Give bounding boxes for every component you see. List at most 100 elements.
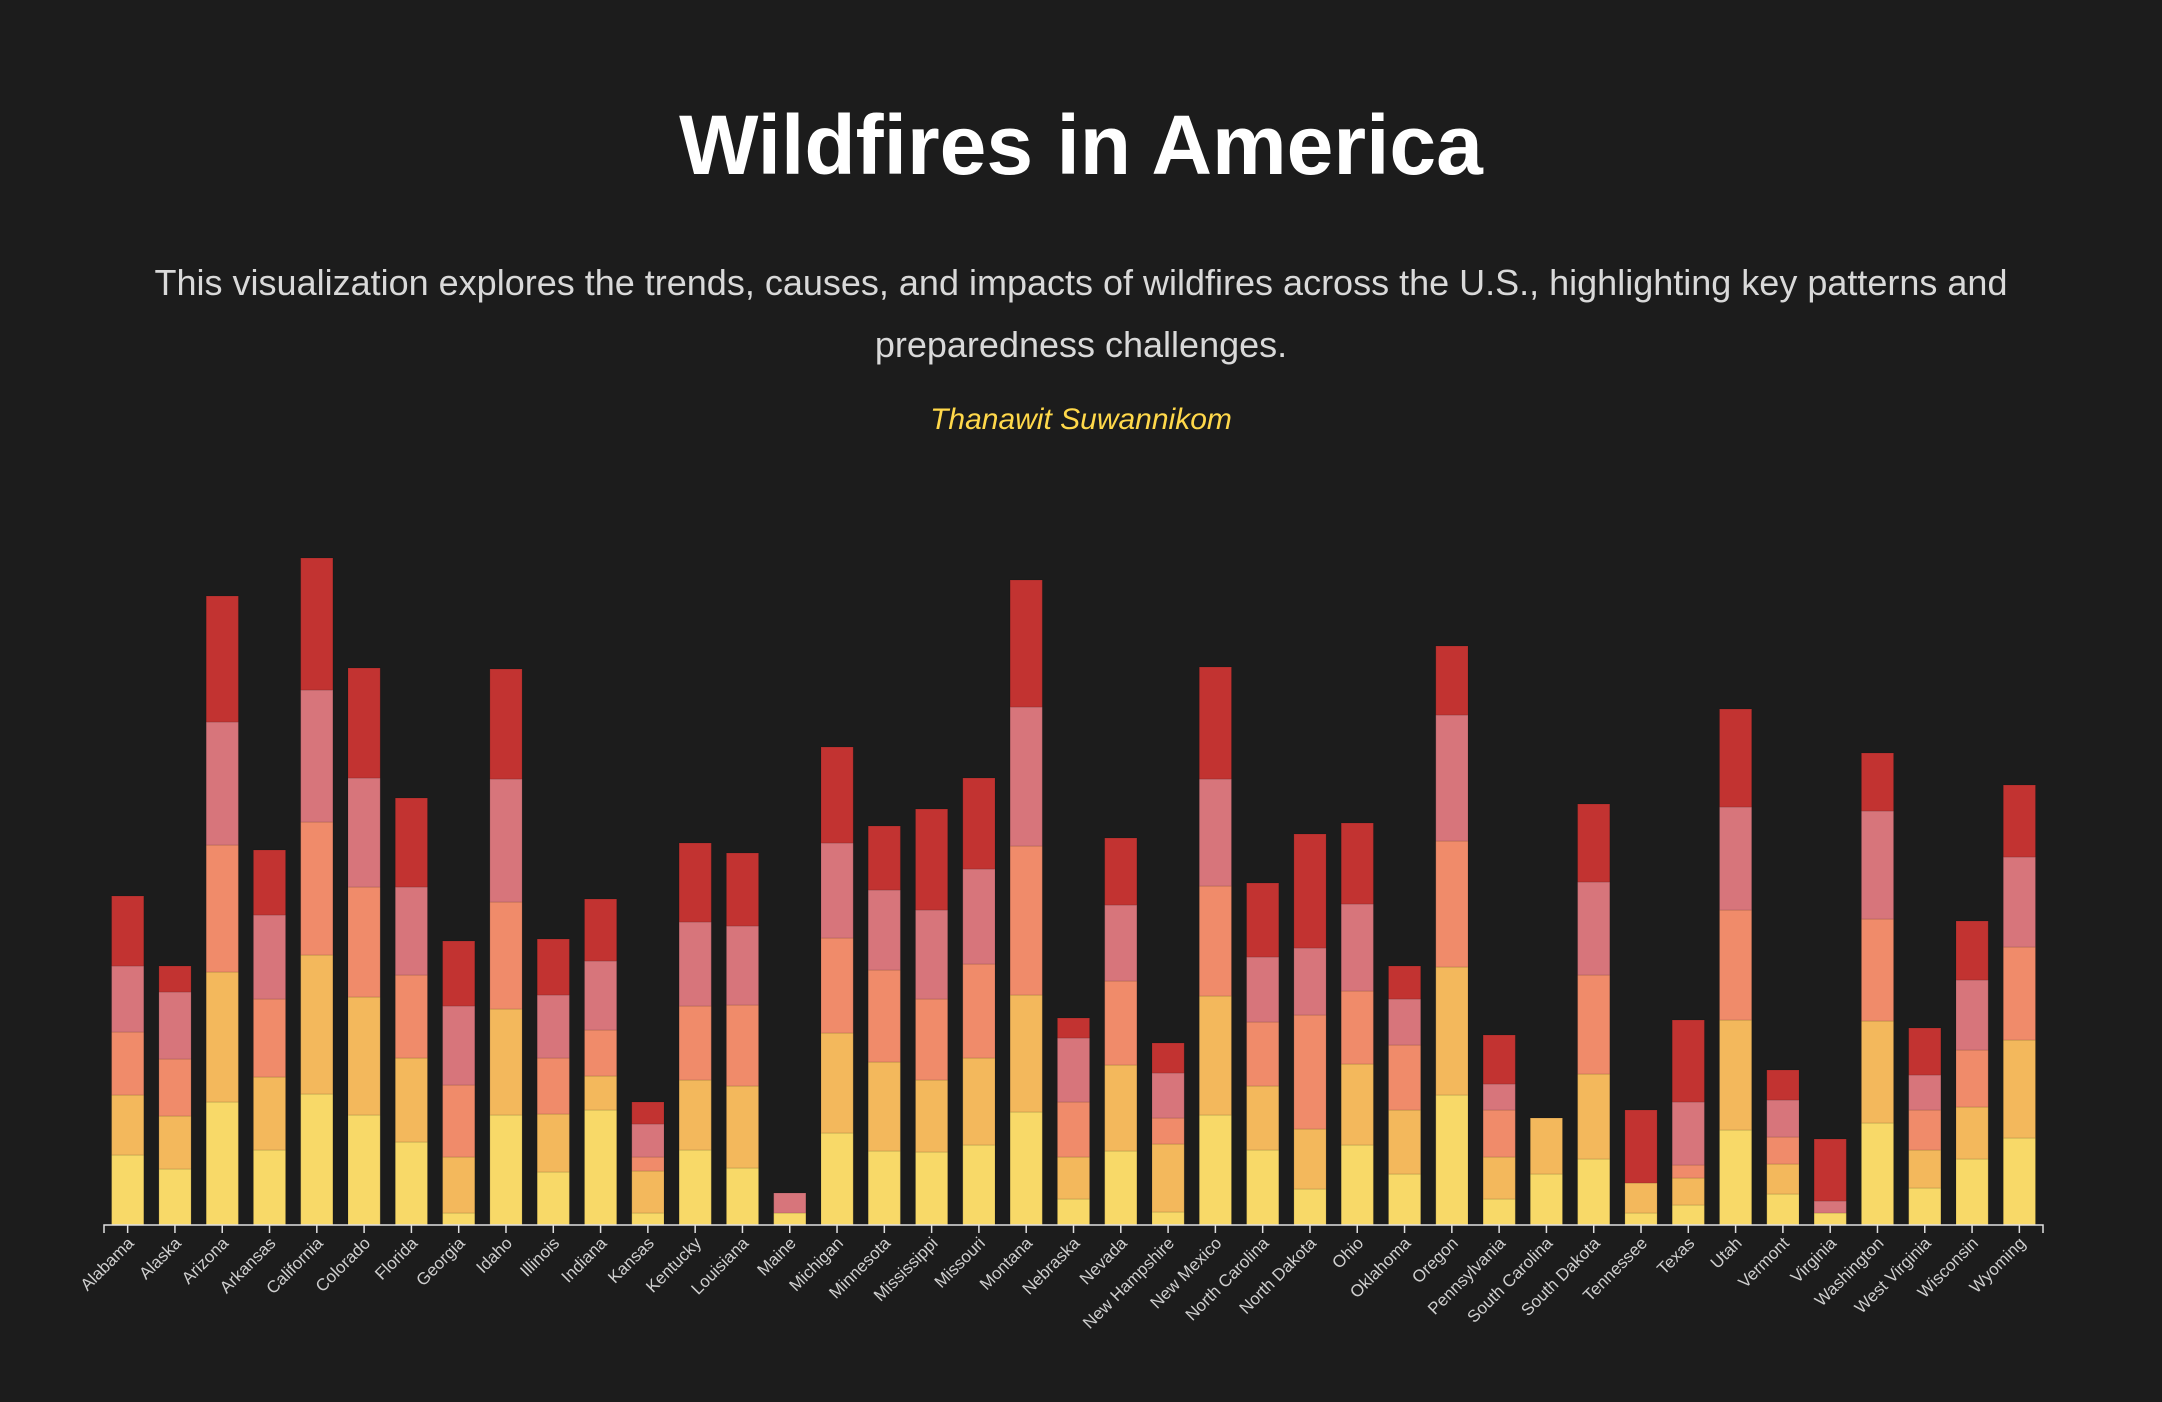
bar-segment-alabama-1[interactable]: [111, 1154, 145, 1226]
bar-segment-minnesota-2[interactable]: [867, 1061, 901, 1152]
bar-segment-california-2[interactable]: [300, 954, 334, 1095]
bar-segment-colorado-4[interactable]: [347, 777, 381, 888]
bar-segment-kentucky-4[interactable]: [678, 921, 712, 1007]
bar-segment-alaska-5[interactable]: [158, 965, 192, 993]
bar-segment-oklahoma-2[interactable]: [1388, 1109, 1422, 1175]
bar-segment-georgia-5[interactable]: [442, 940, 476, 1007]
bar-segment-north-carolina-1[interactable]: [1246, 1149, 1280, 1226]
bar-segment-south-carolina-2[interactable]: [1529, 1117, 1564, 1175]
bar-segment-arkansas-2[interactable]: [252, 1076, 287, 1151]
bar-segment-indiana-2[interactable]: [584, 1075, 618, 1111]
bar-segment-nebraska-3[interactable]: [1056, 1101, 1091, 1158]
bar-segment-idaho-3[interactable]: [489, 901, 523, 1010]
bar-segment-kansas-3[interactable]: [631, 1156, 665, 1172]
bar-segment-utah-1[interactable]: [1719, 1129, 1753, 1226]
bar-segment-tennessee-5[interactable]: [1624, 1109, 1658, 1184]
bar-segment-mississippi-4[interactable]: [915, 909, 949, 1000]
bar-segment-utah-3[interactable]: [1719, 909, 1753, 1021]
bar-segment-mississippi-1[interactable]: [915, 1151, 949, 1226]
bar-segment-nevada-5[interactable]: [1104, 837, 1138, 906]
bar-segment-texas-4[interactable]: [1671, 1101, 1705, 1166]
bar-segment-colorado-1[interactable]: [347, 1114, 381, 1226]
bar-segment-ohio-3[interactable]: [1340, 990, 1374, 1065]
bar-segment-nebraska-1[interactable]: [1056, 1198, 1091, 1226]
bar-segment-missouri-2[interactable]: [962, 1057, 996, 1146]
bar-segment-vermont-2[interactable]: [1766, 1163, 1800, 1195]
bar-segment-california-3[interactable]: [300, 821, 334, 956]
bar-segment-south-carolina-1[interactable]: [1529, 1173, 1564, 1226]
bar-segment-pennsylvania-5[interactable]: [1482, 1034, 1516, 1085]
bar-segment-kansas-4[interactable]: [631, 1123, 665, 1158]
bar-segment-north-dakota-1[interactable]: [1293, 1188, 1327, 1226]
bar-segment-florida-3[interactable]: [394, 974, 428, 1059]
bar-segment-utah-4[interactable]: [1719, 806, 1753, 911]
bar-segment-missouri-3[interactable]: [962, 963, 996, 1059]
bar-segment-florida-1[interactable]: [394, 1141, 428, 1226]
bar-segment-nebraska-5[interactable]: [1056, 1017, 1091, 1039]
bar-segment-idaho-5[interactable]: [489, 668, 523, 780]
bar-segment-arkansas-3[interactable]: [252, 998, 287, 1078]
bar-segment-colorado-2[interactable]: [347, 996, 381, 1116]
bar-segment-oklahoma-1[interactable]: [1388, 1173, 1422, 1226]
bar-segment-wyoming-5[interactable]: [2002, 784, 2037, 858]
bar-segment-louisiana-5[interactable]: [725, 852, 760, 927]
bar-segment-illinois-5[interactable]: [536, 938, 570, 996]
bar-segment-maine-1[interactable]: [773, 1212, 807, 1226]
bar-segment-louisiana-1[interactable]: [725, 1167, 760, 1226]
bar-segment-missouri-1[interactable]: [962, 1144, 996, 1226]
bar-segment-new-mexico-5[interactable]: [1198, 666, 1233, 780]
bar-segment-pennsylvania-1[interactable]: [1482, 1198, 1516, 1226]
bar-segment-colorado-3[interactable]: [347, 886, 381, 998]
bar-segment-indiana-3[interactable]: [584, 1029, 618, 1077]
bar-segment-north-dakota-5[interactable]: [1293, 833, 1327, 949]
bar-segment-pennsylvania-2[interactable]: [1482, 1156, 1516, 1200]
bar-segment-alabama-2[interactable]: [111, 1094, 145, 1156]
bar-segment-mississippi-3[interactable]: [915, 998, 949, 1081]
bar-segment-arizona-3[interactable]: [205, 844, 239, 973]
bar-segment-texas-3[interactable]: [1671, 1164, 1705, 1179]
bar-segment-kansas-1[interactable]: [631, 1212, 665, 1226]
bar-segment-california-4[interactable]: [300, 689, 334, 823]
bar-segment-south-dakota-4[interactable]: [1577, 881, 1611, 976]
bar-segment-nevada-3[interactable]: [1104, 980, 1138, 1066]
bar-segment-florida-2[interactable]: [394, 1057, 428, 1143]
bar-segment-michigan-2[interactable]: [820, 1032, 854, 1134]
bar-segment-oregon-4[interactable]: [1435, 714, 1469, 842]
bar-segment-oklahoma-4[interactable]: [1388, 998, 1422, 1046]
bar-segment-wyoming-3[interactable]: [2002, 946, 2037, 1041]
bar-segment-oregon-3[interactable]: [1435, 840, 1469, 968]
bar-segment-west-virginia-4[interactable]: [1908, 1074, 1942, 1111]
bar-segment-michigan-3[interactable]: [820, 937, 854, 1034]
bar-segment-nevada-4[interactable]: [1104, 904, 1138, 982]
bar-segment-oregon-5[interactable]: [1435, 645, 1469, 716]
bar-segment-virginia-5[interactable]: [1813, 1138, 1847, 1202]
bar-segment-arkansas-4[interactable]: [252, 914, 287, 1000]
bar-segment-wisconsin-1[interactable]: [1955, 1158, 1989, 1226]
bar-segment-louisiana-2[interactable]: [725, 1085, 760, 1169]
bar-segment-nebraska-2[interactable]: [1056, 1156, 1091, 1200]
bar-segment-alabama-5[interactable]: [111, 895, 145, 967]
bar-segment-kentucky-1[interactable]: [678, 1149, 712, 1226]
bar-segment-florida-4[interactable]: [394, 886, 428, 976]
bar-segment-ohio-1[interactable]: [1340, 1144, 1374, 1226]
bar-segment-north-dakota-3[interactable]: [1293, 1014, 1327, 1130]
bar-segment-louisiana-4[interactable]: [725, 925, 760, 1006]
bar-segment-kentucky-5[interactable]: [678, 842, 712, 923]
bar-segment-ohio-2[interactable]: [1340, 1063, 1374, 1146]
bar-segment-north-carolina-4[interactable]: [1246, 956, 1280, 1023]
bar-segment-utah-5[interactable]: [1719, 708, 1753, 808]
bar-segment-washington-4[interactable]: [1860, 810, 1895, 920]
bar-segment-missouri-5[interactable]: [962, 777, 996, 870]
bar-segment-alabama-4[interactable]: [111, 965, 145, 1033]
bar-segment-washington-2[interactable]: [1860, 1020, 1895, 1124]
bar-segment-georgia-1[interactable]: [442, 1212, 476, 1226]
bar-segment-wyoming-2[interactable]: [2002, 1039, 2037, 1139]
bar-segment-north-carolina-5[interactable]: [1246, 882, 1280, 958]
bar-segment-georgia-2[interactable]: [442, 1156, 476, 1214]
bar-segment-montana-3[interactable]: [1009, 845, 1043, 996]
bar-segment-vermont-3[interactable]: [1766, 1136, 1800, 1165]
bar-segment-vermont-1[interactable]: [1766, 1193, 1800, 1226]
bar-segment-north-dakota-4[interactable]: [1293, 947, 1327, 1016]
bar-segment-montana-2[interactable]: [1009, 994, 1043, 1113]
bar-segment-idaho-2[interactable]: [489, 1008, 523, 1116]
